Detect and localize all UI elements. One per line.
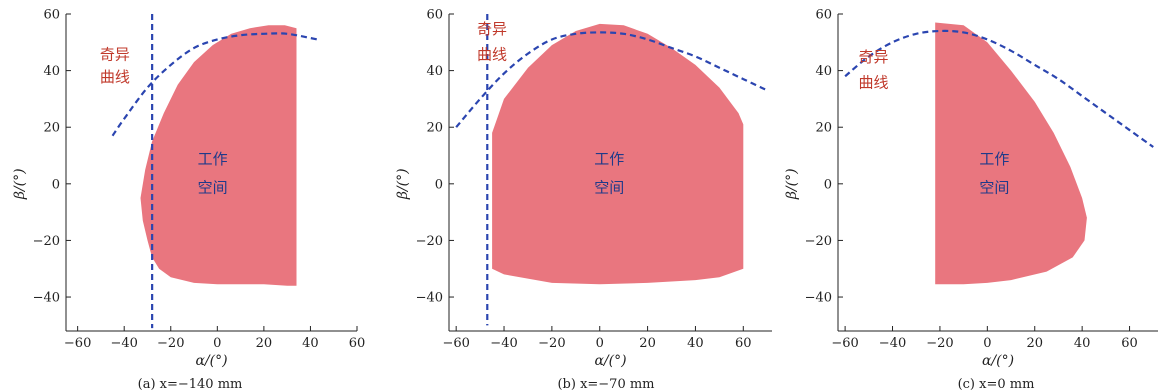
x-tick-label: 40 (302, 336, 319, 351)
x-tick-label: 60 (1121, 336, 1138, 351)
panel-caption: (b) x=−70 mm (557, 377, 654, 392)
x-tick-label: 60 (735, 336, 752, 351)
y-tick-label: 60 (426, 8, 443, 23)
x-tick-label: 20 (256, 336, 273, 351)
singular-curve-line (111, 32, 318, 137)
x-tick-label: −40 (490, 336, 517, 351)
x-axis-label: α/(°) (195, 353, 227, 369)
y-tick-label: 20 (426, 121, 443, 136)
x-tick-label: 20 (639, 336, 656, 351)
workspace-annotation-line2: 空间 (198, 178, 228, 196)
y-tick-label: 40 (43, 64, 60, 79)
chart-panel-2: −60 −40 −20 0 20 40 60 −40 −20 0 20 40 60 α/(°) β/(°) 奇… (395, 8, 772, 392)
singular-annotation-line2: 曲线 (477, 45, 507, 63)
y-tick-label: 40 (426, 64, 443, 79)
singular-annotation-line1: 奇异 (100, 45, 130, 63)
x-tick-label: −20 (157, 336, 184, 351)
y-tick-label: 60 (815, 8, 832, 23)
y-tick-label: −20 (33, 234, 60, 249)
y-tick-label: 20 (43, 121, 60, 136)
y-axis-label: β/(°) (12, 168, 28, 200)
workspace-region (935, 22, 1087, 285)
workspace-region (140, 25, 297, 286)
singular-annotation-line1: 奇异 (859, 48, 889, 66)
y-tick-label: 0 (52, 177, 60, 192)
panel-caption: (a) x=−140 mm (138, 377, 243, 392)
y-tick-label: 40 (815, 64, 832, 79)
chart-panel-3: −60 −40 −20 0 20 40 60 −40 −20 0 20 40 60 α/(°) β/(°) 奇… (784, 8, 1158, 392)
x-tick-label: −60 (64, 336, 91, 351)
singular-curve-line (844, 29, 1154, 148)
chart-panel-1: −60 −40 −20 0 20 40 60 −40 −20 0 20 40 60 α/(°) β/(°) 奇… (12, 8, 365, 392)
x-tick-label: −20 (538, 336, 565, 351)
workspace-annotation-line1: 工作 (979, 150, 1009, 168)
y-tick-label: −20 (805, 234, 832, 249)
y-axis-label: β/(°) (395, 168, 411, 200)
x-tick-label: 0 (983, 336, 991, 351)
y-tick-label: −20 (416, 234, 443, 249)
x-tick-label: −60 (442, 336, 469, 351)
x-tick-label: 40 (687, 336, 704, 351)
singular-curve-line (455, 31, 768, 128)
x-axis-label: α/(°) (594, 353, 626, 369)
workspace-annotation-line1: 工作 (198, 150, 228, 168)
y-tick-label: 60 (43, 8, 60, 23)
x-tick-label: −40 (110, 336, 137, 351)
x-axis-label: α/(°) (982, 353, 1014, 369)
x-tick-label: −60 (831, 336, 858, 351)
singular-annotation-line1: 奇异 (477, 20, 507, 38)
x-tick-label: 40 (1074, 336, 1091, 351)
x-tick-label: 0 (213, 336, 221, 351)
singular-annotation-line2: 曲线 (859, 74, 889, 92)
workspace-annotation-line2: 空间 (594, 178, 624, 196)
x-tick-label: 60 (349, 336, 366, 351)
workspace-region (492, 23, 744, 285)
workspace-annotation-line2: 空间 (979, 178, 1009, 196)
y-tick-label: −40 (33, 291, 60, 306)
x-tick-label: −20 (926, 336, 953, 351)
y-tick-label: 0 (435, 177, 443, 192)
y-tick-label: −40 (805, 291, 832, 306)
y-tick-label: 0 (824, 177, 832, 192)
x-tick-label: 0 (596, 336, 604, 351)
y-axis-label: β/(°) (784, 168, 800, 200)
workspace-annotation-line1: 工作 (594, 150, 624, 168)
x-tick-label: −40 (879, 336, 906, 351)
panel-caption: (c) x=0 mm (958, 377, 1035, 392)
singular-annotation-line2: 曲线 (100, 68, 130, 86)
y-tick-label: 20 (815, 121, 832, 136)
x-tick-label: 20 (1026, 336, 1043, 351)
y-tick-label: −40 (416, 291, 443, 306)
